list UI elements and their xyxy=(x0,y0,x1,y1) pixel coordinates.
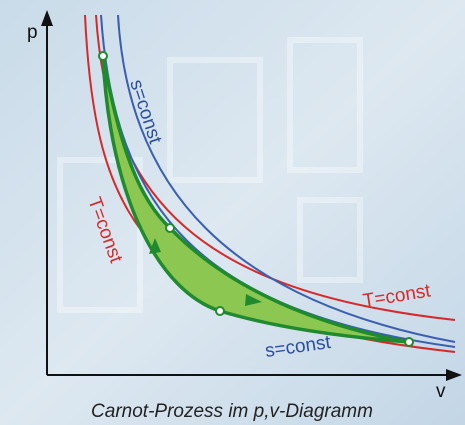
x-axis-label: v xyxy=(436,381,446,402)
diagram: p v s=const T=const T=const s=const Carn… xyxy=(0,0,465,425)
background xyxy=(0,0,465,425)
caption: Carnot-Prozess im p,v-Diagramm xyxy=(91,401,373,422)
y-axis-label: p xyxy=(27,22,38,43)
page: p v s=const T=const T=const s=const Carn… xyxy=(0,0,465,425)
